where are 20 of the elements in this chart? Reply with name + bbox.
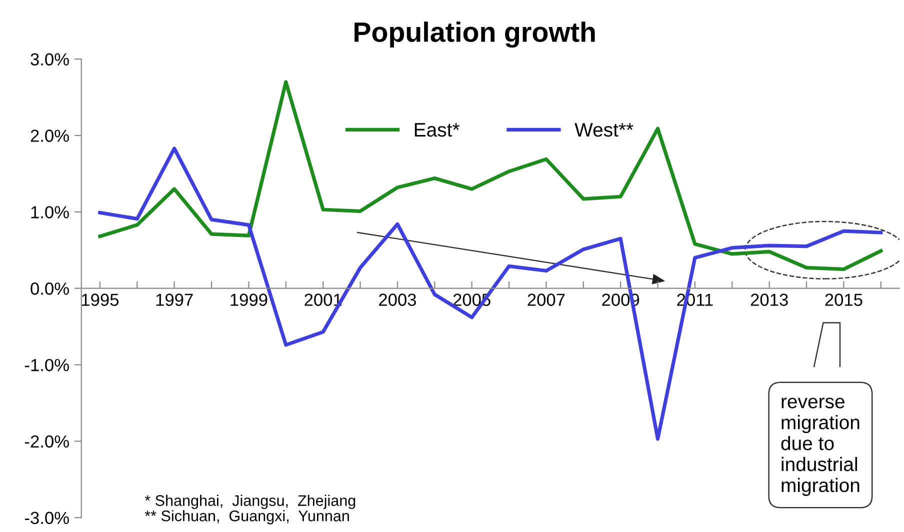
x-tick-label: 2007 — [528, 294, 565, 306]
legend-label: West** — [574, 123, 634, 137]
line-series — [98, 80, 883, 272]
x-tick-label: 1997 — [156, 294, 193, 306]
annotation: reverse migration due to industrial migration — [781, 398, 860, 496]
y-tick-label: -3.0% — [24, 512, 69, 524]
x-tick-label: 1999 — [230, 294, 268, 306]
legend-label: East* — [414, 123, 460, 137]
y-tick-label: 2.0% — [30, 130, 69, 142]
y-tick-label: 3.0% — [30, 53, 69, 66]
x-tick-label: 2013 — [750, 294, 788, 306]
annotation: * Shanghai, Jiangsu, Zhejiang ** Sichuan, Guangxi, Yunnan — [144, 494, 356, 524]
x-tick-label: 2003 — [379, 294, 416, 306]
y-tick-label: 1.0% — [31, 206, 69, 218]
y-tick-label: -2.0% — [24, 435, 69, 448]
x-tick-label: 1995 — [82, 294, 119, 306]
y-tick-label: -1.0% — [24, 358, 69, 372]
x-tick-label: 2015 — [825, 294, 862, 306]
y-tick-label: 0.0% — [30, 282, 69, 295]
chart-title: Population growth — [354, 22, 595, 48]
